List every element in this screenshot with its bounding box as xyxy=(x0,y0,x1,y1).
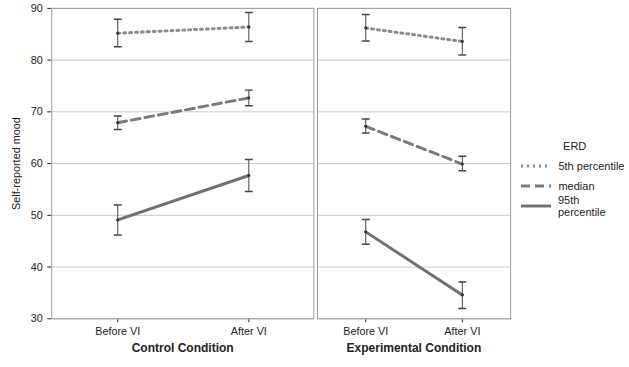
svg-text:Self-reported mood: Self-reported mood xyxy=(10,117,22,210)
svg-text:50: 50 xyxy=(31,209,43,221)
svg-text:After VI: After VI xyxy=(231,325,267,337)
svg-text:40: 40 xyxy=(31,261,43,273)
svg-text:90: 90 xyxy=(31,2,43,14)
html-text:Control Condition: Control Condition xyxy=(131,341,234,355)
svg-text:60: 60 xyxy=(31,157,43,169)
svg-text:Before VI: Before VI xyxy=(95,325,140,337)
html-text:Experimental Condition: Experimental Condition xyxy=(346,341,482,355)
svg-text:After VI: After VI xyxy=(445,325,481,337)
svg-text:70: 70 xyxy=(31,105,43,117)
html-text:median: median xyxy=(558,180,595,192)
svg-text:80: 80 xyxy=(31,54,43,66)
svg-text:Before VI: Before VI xyxy=(344,325,389,337)
svg-text:30: 30 xyxy=(31,312,43,324)
html-text:ERD: ERD xyxy=(563,140,587,152)
html-text:95th percentile: 95th percentile xyxy=(557,194,606,218)
html-text:5th percentile: 5th percentile xyxy=(558,160,625,172)
